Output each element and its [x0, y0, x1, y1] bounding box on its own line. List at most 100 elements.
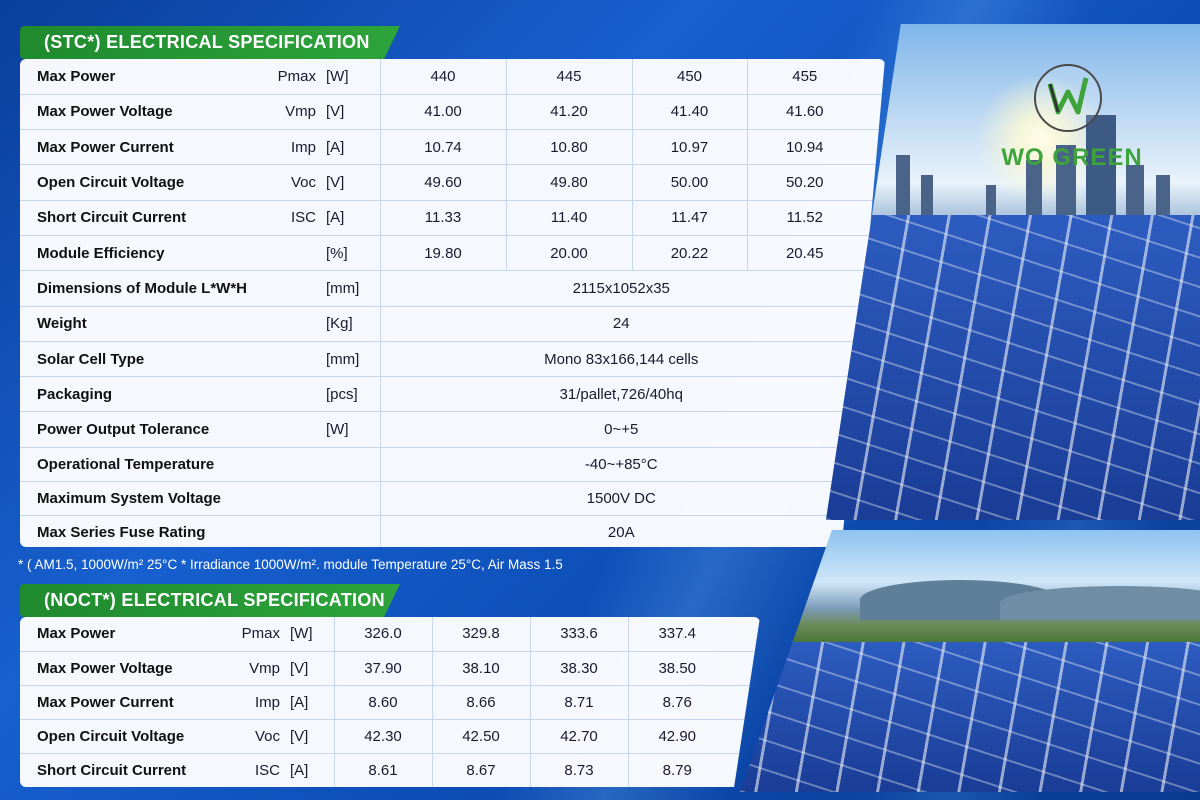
noct-spec-table: Max Power Pmax [W] 326.0 329.8 333.6 337.4 Max … — [20, 617, 760, 787]
row-unit: [mm] — [322, 341, 380, 378]
value-cell: 38.30 — [529, 651, 628, 686]
logo-w-emblem-icon — [1034, 64, 1102, 132]
value-cell: 20.00 — [505, 235, 632, 272]
table-row: Dimensions of Module L*W*H [mm] 2115x1052x… — [20, 270, 885, 307]
table-row: Max Power Current Imp [A] 10.74 10.80 10.97 10… — [20, 129, 885, 166]
value-cell: 8.61 — [333, 753, 432, 787]
table-row: Max Series Fuse Rating 20A — [20, 515, 885, 547]
row-unit: [W] — [286, 617, 334, 652]
row-label: Max Power Voltage — [20, 651, 238, 686]
city-building — [1056, 145, 1076, 215]
row-label: Short Circuit Current — [20, 200, 262, 236]
value-cell: 11.52 — [746, 200, 862, 236]
table-row: Power Output Tolerance [W] 0~+5 — [20, 411, 885, 448]
row-symbol: ISC — [262, 200, 322, 236]
row-unit: [A] — [286, 685, 334, 720]
value-cell: 450 — [631, 59, 747, 95]
row-unit: [mm] — [322, 270, 380, 307]
row-unit — [322, 515, 380, 547]
value-cell: -40~+85°C — [379, 447, 862, 482]
row-label: Max Power — [20, 59, 262, 95]
row-label: Maximum System Voltage — [20, 481, 322, 516]
value-cell: 329.8 — [431, 617, 530, 652]
row-symbol: ISC — [238, 753, 286, 787]
value-cell: 19.80 — [379, 235, 506, 272]
city-building — [1086, 115, 1116, 215]
value-cell: 8.79 — [627, 753, 726, 787]
value-cell: 1500V DC — [379, 481, 862, 516]
spacer-cell — [726, 685, 760, 720]
value-cell: 333.6 — [529, 617, 628, 652]
row-unit: [A] — [322, 200, 380, 236]
value-cell: 337.4 — [627, 617, 726, 652]
city-building — [986, 185, 996, 215]
table-row: Maximum System Voltage 1500V DC — [20, 481, 885, 516]
rooftop-solar-photo: WO GREEN — [826, 24, 1200, 520]
row-label: Max Power Voltage — [20, 94, 262, 131]
table-row: Max Power Voltage Vmp [V] 41.00 41.20 41.40 41… — [20, 94, 885, 131]
row-unit — [322, 447, 380, 482]
table-row: Max Power Voltage Vmp [V] 37.90 38.10 38.30 38… — [20, 651, 760, 686]
value-cell: 10.94 — [746, 129, 862, 166]
value-cell: 41.60 — [746, 94, 862, 131]
row-label: Open Circuit Voltage — [20, 164, 262, 201]
row-unit: [%] — [322, 235, 380, 272]
value-cell: 8.67 — [431, 753, 530, 787]
value-cell: 326.0 — [333, 617, 432, 652]
value-cell: 2115x1052x35 — [379, 270, 862, 307]
table-row: Operational Temperature -40~+85°C — [20, 447, 885, 482]
value-cell: 8.60 — [333, 685, 432, 720]
value-cell: Mono 83x166,144 cells — [379, 341, 862, 378]
table-row: Short Circuit Current ISC [A] 11.33 11.40 11.… — [20, 200, 885, 236]
value-cell: 31/pallet,726/40hq — [379, 376, 862, 413]
solar-panel-array — [826, 215, 1200, 520]
row-unit: [V] — [286, 651, 334, 686]
row-label: Packaging — [20, 376, 322, 413]
value-cell: 50.00 — [631, 164, 747, 201]
row-symbol: Vmp — [238, 651, 286, 686]
row-label: Solar Cell Type — [20, 341, 322, 378]
row-symbol: Imp — [238, 685, 286, 720]
value-cell: 8.66 — [431, 685, 530, 720]
row-symbol: Vmp — [262, 94, 322, 131]
table-row: Max Power Pmax [W] 326.0 329.8 333.6 337.4 — [20, 617, 760, 652]
city-building — [921, 175, 933, 215]
row-symbol: Imp — [262, 129, 322, 166]
table-row: Weight [Kg] 24 — [20, 306, 885, 342]
value-cell: 41.00 — [379, 94, 506, 131]
value-cell: 0~+5 — [379, 411, 862, 448]
row-label: Max Power Current — [20, 129, 262, 166]
row-label: Short Circuit Current — [20, 753, 238, 787]
row-label: Dimensions of Module L*W*H — [20, 270, 322, 307]
row-symbol: Voc — [262, 164, 322, 201]
value-cell: 8.71 — [529, 685, 628, 720]
value-cell: 11.33 — [379, 200, 506, 236]
value-cell: 20A — [379, 515, 862, 547]
table-row: Module Efficiency [%] 19.80 20.00 20.22 20.45 — [20, 235, 885, 272]
row-unit: [V] — [286, 719, 334, 754]
table-row: Open Circuit Voltage Voc [V] 42.30 42.50 42.7… — [20, 719, 760, 754]
mountain — [1000, 586, 1200, 620]
spacer-cell — [726, 719, 760, 754]
value-cell: 8.73 — [529, 753, 628, 787]
table-row: Max Power Current Imp [A] 8.60 8.66 8.71 8.76 — [20, 685, 760, 720]
brand-logo: WO GREEN — [992, 64, 1152, 184]
table-row: Short Circuit Current ISC [A] 8.61 8.67 8.73 8… — [20, 753, 760, 787]
row-unit: [V] — [322, 94, 380, 131]
row-label: Weight — [20, 306, 322, 342]
row-label: Module Efficiency — [20, 235, 262, 272]
value-cell: 42.90 — [627, 719, 726, 754]
value-cell: 20.45 — [746, 235, 862, 272]
row-symbol: Pmax — [238, 617, 286, 652]
row-symbol: Pmax — [262, 59, 322, 95]
spacer-cell — [726, 651, 760, 686]
row-unit — [322, 481, 380, 516]
value-cell: 42.30 — [333, 719, 432, 754]
row-label: Open Circuit Voltage — [20, 719, 238, 754]
row-label: Power Output Tolerance — [20, 411, 322, 448]
value-cell: 20.22 — [631, 235, 747, 272]
row-label: Max Power Current — [20, 685, 238, 720]
value-cell: 24 — [379, 306, 862, 342]
city-building — [1026, 160, 1042, 215]
value-cell: 41.40 — [631, 94, 747, 131]
